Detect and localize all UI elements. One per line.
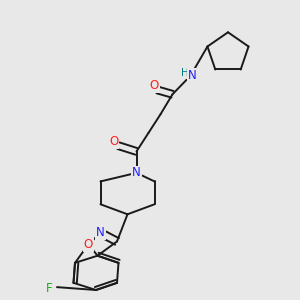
Text: H: H	[181, 68, 189, 78]
Text: N: N	[96, 226, 105, 239]
Text: N: N	[188, 69, 196, 82]
Text: O: O	[110, 135, 118, 148]
Text: O: O	[150, 79, 159, 92]
Text: N: N	[132, 167, 141, 179]
Text: F: F	[46, 282, 53, 295]
Text: O: O	[84, 238, 93, 251]
